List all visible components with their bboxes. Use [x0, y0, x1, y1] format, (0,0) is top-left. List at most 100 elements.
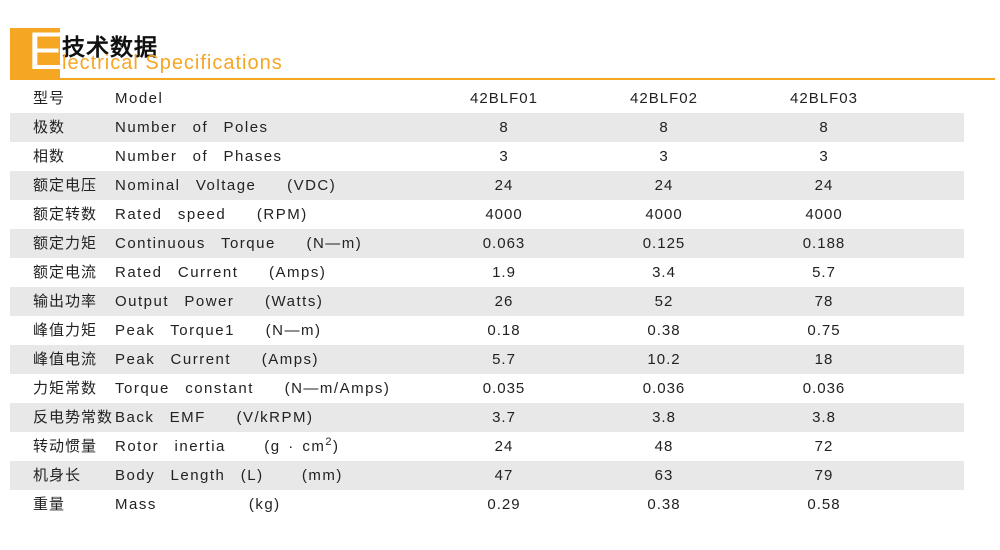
- cell-value: 0.036: [802, 380, 846, 397]
- row-label-en: Number of Poles: [115, 113, 269, 142]
- table-row: 反电势常数 Back EMF (V/kRPM) 3.7 3.8 3.8: [10, 403, 964, 432]
- cell-value: 63: [654, 467, 674, 484]
- row-label-en: Peak Torque1 (N—m): [115, 316, 321, 345]
- row-label-en: Rated speed (RPM): [115, 200, 308, 229]
- cell-value: 0.38: [647, 496, 681, 513]
- row-label-cn: 峰值力矩: [33, 321, 98, 339]
- row-label-en: Back EMF (V/kRPM): [115, 403, 314, 432]
- cell-value: 8: [499, 119, 509, 136]
- section-header: E 技术数据 lectrical Specifications: [0, 0, 1000, 84]
- row-label-en-text: Rated speed (RPM): [115, 206, 308, 223]
- cell-value: 8: [659, 119, 669, 136]
- table-row: 峰值力矩 Peak Torque1 (N—m) 0.18 0.38 0.75: [10, 316, 964, 345]
- table-row: 型号 Model 42BLF01 42BLF02 42BLF03: [10, 84, 964, 113]
- section-letter: E: [28, 22, 64, 81]
- cell-value: 4000: [645, 206, 683, 223]
- cell-value: 47: [494, 467, 514, 484]
- cell-value: 3.7: [492, 409, 516, 426]
- cell-value: 5.7: [492, 351, 516, 368]
- row-label-cn: 机身长: [33, 466, 82, 484]
- cell-value: 79: [814, 467, 834, 484]
- cell-value: 18: [814, 351, 834, 368]
- row-label-en-text: Number of Poles: [115, 119, 269, 136]
- cell-value: 4000: [805, 206, 843, 223]
- cell-value: 0.38: [647, 322, 681, 339]
- cell-value: 42BLF01: [470, 90, 538, 107]
- table-row: 额定力矩 Continuous Torque (N—m) 0.063 0.125 0.1…: [10, 229, 964, 258]
- table-row: 相数 Number of Phases 3 3 3: [10, 142, 964, 171]
- row-label-cn: 力矩常数: [33, 379, 98, 397]
- cell-value: 3.8: [652, 409, 676, 426]
- row-label-en-suffix: ): [333, 438, 340, 455]
- cell-value: 0.18: [487, 322, 521, 339]
- cell-value: 0.125: [642, 235, 686, 252]
- section-title-en: lectrical Specifications: [62, 52, 283, 74]
- row-label-cn: 相数: [33, 147, 66, 165]
- row-label-en-text: Back EMF (V/kRPM): [115, 409, 314, 426]
- cell-value: 0.29: [487, 496, 521, 513]
- row-label-en: Body Length (L) (mm): [115, 461, 343, 490]
- row-label-en-text: Continuous Torque (N—m): [115, 235, 363, 252]
- table-row: 峰值电流 Peak Current (Amps) 5.7 10.2 18: [10, 345, 964, 374]
- cell-value: 42BLF02: [630, 90, 698, 107]
- row-label-cn: 输出功率: [33, 292, 98, 310]
- row-label-en-text: Rated Current (Amps): [115, 264, 327, 281]
- row-label-en-text: Number of Phases: [115, 148, 283, 165]
- row-label-cn: 重量: [33, 495, 66, 513]
- cell-value: 26: [494, 293, 514, 310]
- table-row: 转动惯量 Rotor inertia (g · cm2) 24 48 72: [10, 432, 964, 461]
- cell-value: 3: [659, 148, 669, 165]
- row-label-cn: 额定电流: [33, 263, 98, 281]
- row-label-cn: 转动惯量: [33, 437, 98, 455]
- row-label-en-text: Body Length (L) (mm): [115, 467, 343, 484]
- cell-value: 24: [494, 177, 514, 194]
- row-label-en: Peak Current (Amps): [115, 345, 319, 374]
- table-row: 额定转数 Rated speed (RPM) 4000 4000 4000: [10, 200, 964, 229]
- section-title-cn: 技术数据: [62, 35, 158, 61]
- row-label-cn: 反电势常数: [33, 408, 114, 426]
- cell-value: 0.063: [482, 235, 526, 252]
- row-label-cn: 额定力矩: [33, 234, 98, 252]
- cell-value: 0.75: [807, 322, 841, 339]
- row-label-en: Model: [115, 84, 163, 113]
- table-row: 额定电压 Nominal Voltage (VDC) 24 24 24: [10, 171, 964, 200]
- section-letter-tab: [10, 28, 60, 78]
- row-label-en-superscript: 2: [325, 436, 333, 448]
- cell-value: 0.58: [807, 496, 841, 513]
- header-rule: [10, 78, 995, 80]
- cell-value: 10.2: [647, 351, 681, 368]
- cell-value: 78: [814, 293, 834, 310]
- cell-value: 5.7: [812, 264, 836, 281]
- row-label-en: Output Power (Watts): [115, 287, 323, 316]
- row-label-en: Number of Phases: [115, 142, 283, 171]
- row-label-en-text: Model: [115, 90, 164, 107]
- table-row: 力矩常数 Torque constant (N—m/Amps) 0.035 0.036…: [10, 374, 964, 403]
- table-row: 重量 Mass (kg) 0.29 0.38 0.58: [10, 490, 964, 519]
- cell-value: 8: [819, 119, 829, 136]
- cell-value: 1.9: [492, 264, 516, 281]
- row-label-en: Continuous Torque (N—m): [115, 229, 362, 258]
- cell-value: 72: [814, 438, 834, 455]
- row-label-en: Rotor inertia (g · cm2): [115, 432, 340, 461]
- cell-value: 0.035: [482, 380, 526, 397]
- cell-value: 3: [499, 148, 509, 165]
- row-label-cn: 峰值电流: [33, 350, 98, 368]
- cell-value: 48: [654, 438, 674, 455]
- row-label-en-text: Mass (kg): [115, 496, 281, 513]
- row-label-en: Mass (kg): [115, 490, 281, 519]
- row-label-en-text: Peak Current (Amps): [115, 351, 320, 368]
- row-label-cn: 极数: [33, 118, 66, 136]
- cell-value: 0.188: [802, 235, 846, 252]
- table-row: 额定电流 Rated Current (Amps) 1.9 3.4 5.7: [10, 258, 964, 287]
- row-label-cn: 型号: [33, 89, 66, 107]
- cell-value: 4000: [485, 206, 523, 223]
- cell-value: 3: [819, 148, 829, 165]
- cell-value: 24: [494, 438, 514, 455]
- row-label-en: Torque constant (N—m/Amps): [115, 374, 390, 403]
- row-label-en-text: Peak Torque1 (N—m): [115, 322, 322, 339]
- row-label-cn: 额定转数: [33, 205, 98, 223]
- cell-value: 24: [814, 177, 834, 194]
- cell-value: 0.036: [642, 380, 686, 397]
- row-label-en: Nominal Voltage (VDC): [115, 171, 336, 200]
- row-label-en-text: Rotor inertia (g · cm: [115, 438, 326, 455]
